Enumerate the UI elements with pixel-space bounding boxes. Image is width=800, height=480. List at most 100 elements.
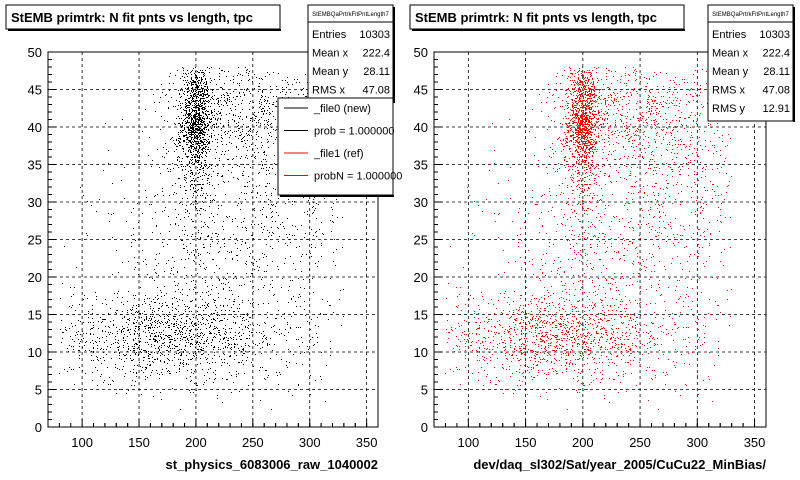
data-point	[61, 320, 62, 321]
data-point	[268, 199, 269, 200]
data-point	[588, 165, 589, 166]
data-point	[139, 313, 140, 314]
data-point	[578, 118, 579, 119]
data-point	[233, 114, 234, 115]
data-point	[201, 332, 202, 333]
data-point	[581, 122, 582, 123]
data-point	[161, 306, 162, 307]
data-point	[201, 106, 202, 107]
data-point	[597, 106, 598, 107]
data-point	[136, 305, 137, 306]
data-point	[205, 269, 206, 270]
data-point	[276, 106, 277, 107]
data-point	[223, 338, 224, 339]
data-point	[66, 330, 67, 331]
data-point	[203, 113, 204, 114]
data-point	[584, 118, 585, 119]
data-point	[230, 130, 231, 131]
data-point	[232, 259, 233, 260]
data-point	[582, 82, 583, 83]
data-point	[187, 252, 188, 253]
data-point	[195, 154, 196, 155]
data-point	[212, 233, 213, 234]
data-point	[151, 344, 152, 345]
data-point	[186, 342, 187, 343]
data-point	[123, 337, 124, 338]
data-point	[202, 103, 203, 104]
data-point	[206, 89, 207, 90]
data-point	[576, 113, 577, 114]
data-point	[272, 111, 273, 112]
data-point	[304, 212, 305, 213]
data-point	[151, 325, 152, 326]
data-point	[223, 348, 224, 349]
data-point	[200, 124, 201, 125]
data-point	[263, 229, 264, 230]
data-point	[585, 121, 586, 122]
data-point	[115, 312, 116, 313]
data-point	[195, 141, 196, 142]
data-point	[209, 363, 210, 364]
data-point	[190, 72, 191, 73]
data-point	[221, 205, 222, 206]
data-point	[204, 382, 205, 383]
data-point	[572, 230, 573, 231]
data-point	[592, 146, 593, 147]
data-point	[583, 100, 584, 101]
data-point	[583, 105, 584, 106]
data-point	[233, 301, 234, 302]
data-point	[317, 342, 318, 343]
data-point	[269, 135, 270, 136]
data-point	[107, 346, 108, 347]
data-point	[202, 96, 203, 97]
data-point	[274, 331, 275, 332]
data-point	[147, 274, 148, 275]
data-point	[163, 339, 164, 340]
data-point	[227, 159, 228, 160]
data-point	[592, 166, 593, 167]
data-point	[93, 322, 94, 323]
data-point	[587, 131, 588, 132]
data-point	[202, 195, 203, 196]
data-point	[145, 369, 146, 370]
data-point	[207, 116, 208, 117]
data-point	[146, 197, 147, 198]
data-point	[599, 115, 600, 116]
data-point	[307, 239, 308, 240]
data-point	[159, 340, 160, 341]
data-point	[135, 354, 136, 355]
data-point	[260, 195, 261, 196]
data-point	[591, 91, 592, 92]
data-point	[306, 96, 307, 97]
data-point	[174, 151, 175, 152]
data-point	[301, 337, 302, 338]
data-point	[227, 319, 228, 320]
data-point	[205, 108, 206, 109]
data-point	[199, 120, 200, 121]
data-point	[194, 191, 195, 192]
data-point	[293, 354, 294, 355]
data-point	[181, 166, 182, 167]
data-point	[202, 149, 203, 150]
data-point	[215, 374, 216, 375]
data-point	[576, 101, 577, 102]
data-point	[144, 326, 145, 327]
data-point	[180, 90, 181, 91]
data-point	[192, 109, 193, 110]
data-point	[108, 332, 109, 333]
data-point	[207, 252, 208, 253]
data-point	[178, 328, 179, 329]
data-point	[187, 338, 188, 339]
data-point	[195, 150, 196, 151]
data-point	[320, 313, 321, 314]
data-point	[194, 110, 195, 111]
data-point	[74, 341, 75, 342]
data-point	[315, 325, 316, 326]
data-point	[191, 90, 192, 91]
data-point	[302, 254, 303, 255]
data-point	[254, 224, 255, 225]
data-point	[219, 160, 220, 161]
data-point	[256, 125, 257, 126]
data-point	[178, 178, 179, 179]
data-point	[101, 374, 102, 375]
